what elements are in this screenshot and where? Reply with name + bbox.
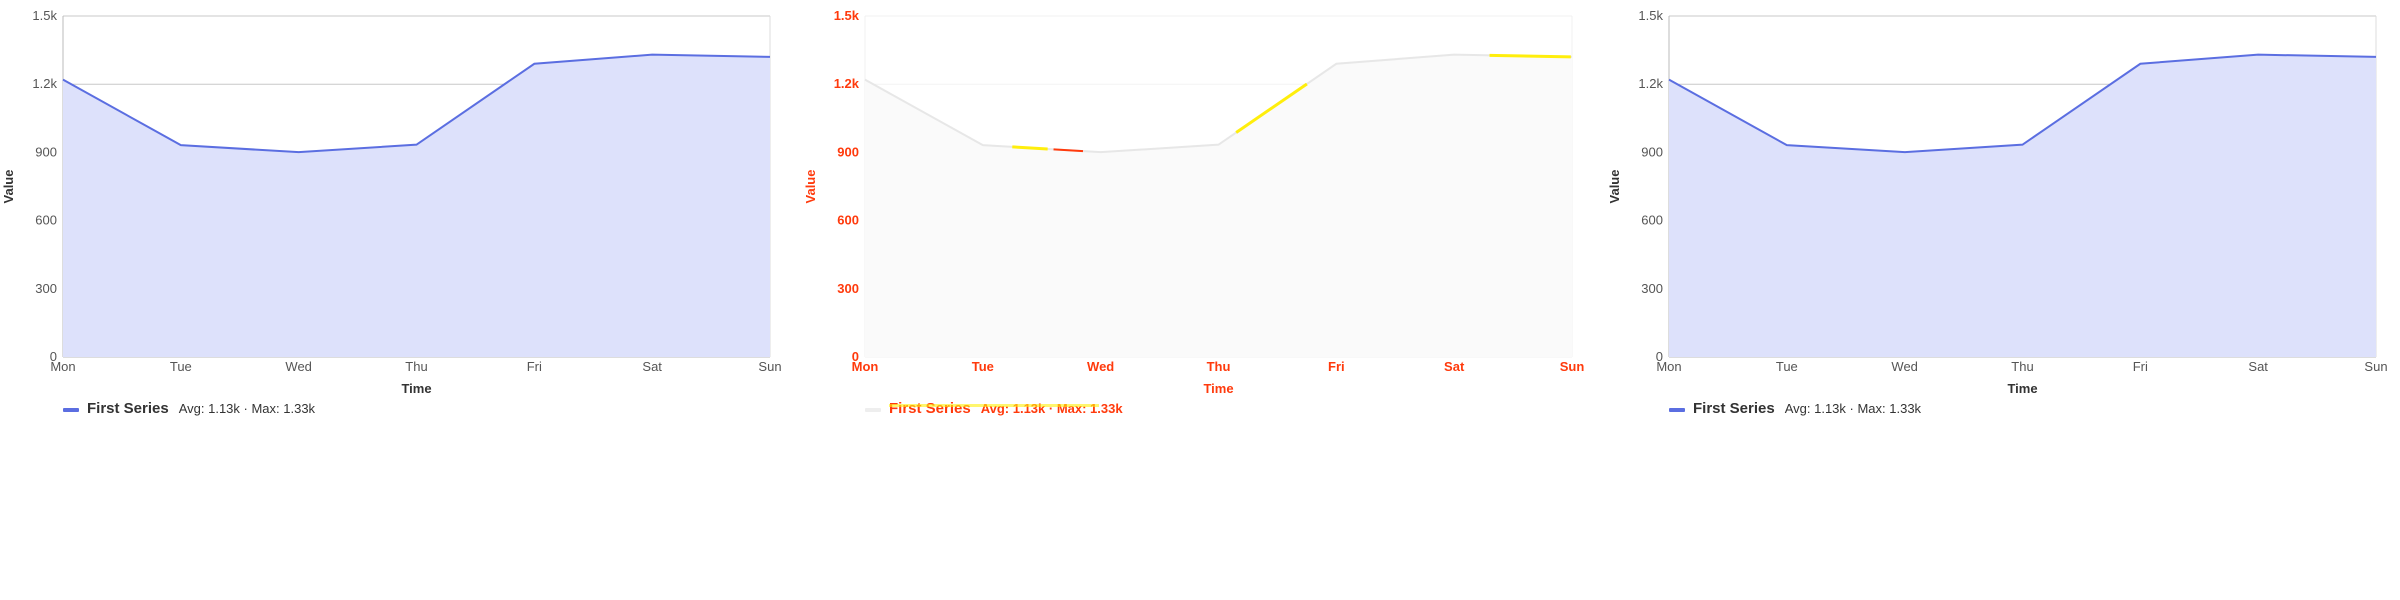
y-tick-label: 1.5k [1638,8,1663,23]
y-tick-label: 1.5k [32,8,57,23]
x-axis-title: Time [1203,381,1233,396]
series-line [1668,53,2377,154]
y-axis-title: Value [1,170,16,204]
series-line [62,53,771,154]
y-tick-label: 1.2k [834,76,860,91]
legend-swatch [865,408,881,412]
x-tick-label: Sun [2364,359,2387,374]
x-axis-title: Time [401,381,431,396]
x-tick-label: Tue [1776,359,1798,374]
legend-stats: Avg: 1.13k · Max: 1.33k [179,401,316,416]
y-tick-label: 1.2k [1638,76,1663,91]
y-tick-label: 600 [837,213,859,228]
y-tick-label: 900 [837,144,859,159]
x-tick-label: Fri [527,359,542,374]
series-area [63,54,770,357]
y-tick-label: 1.5k [834,8,860,23]
legend-series-name: First Series [1693,400,1775,417]
series-line [864,53,1573,154]
x-tick-label: Mon [852,359,879,374]
y-tick-label: 600 [35,213,57,228]
x-tick-label: Fri [2133,359,2148,374]
highlight-segment [1235,82,1308,134]
highlight-segment [1012,145,1048,151]
y-tick-label: 900 [1641,144,1663,159]
legend-swatch [1669,408,1685,412]
x-tick-label: Wed [1087,359,1114,374]
x-tick-label: Wed [285,359,312,374]
y-tick-label: 0 [50,349,57,364]
x-tick-label: Sun [758,359,781,374]
x-tick-label: Mon [1656,359,1681,374]
x-tick-label: Thu [1207,359,1231,374]
highlight-segment [1489,53,1571,59]
x-tick-label: Sat [2248,359,2268,374]
legend-swatch [63,408,79,412]
x-tick-label: Sun [1560,359,1585,374]
x-tick-label: Tue [170,359,192,374]
y-axis-title: Value [1607,170,1622,204]
x-tick-label: Thu [405,359,427,374]
y-tick-label: 1.2k [32,76,57,91]
x-tick-label: Fri [1328,359,1345,374]
highlight-segment [1053,148,1084,153]
x-tick-label: Mon [50,359,75,374]
y-tick-label: 900 [35,144,57,159]
legend-highlight [889,404,1099,407]
x-tick-label: Wed [1891,359,1918,374]
y-axis-title: Value [803,170,818,204]
x-tick-label: Sat [642,359,662,374]
y-tick-label: 300 [1641,281,1663,296]
y-tick-label: 300 [837,281,859,296]
legend-series-name: First Series [87,400,169,417]
series-area [1669,54,2376,357]
y-tick-label: 300 [35,281,57,296]
x-axis-title: Time [2007,381,2037,396]
x-tick-label: Thu [2011,359,2033,374]
x-tick-label: Sat [1444,359,1465,374]
x-tick-label: Tue [972,359,994,374]
legend-stats: Avg: 1.13k · Max: 1.33k [1785,401,1922,416]
y-tick-label: 600 [1641,213,1663,228]
y-tick-label: 0 [852,349,859,364]
series-area [865,54,1572,357]
y-tick-label: 0 [1656,349,1663,364]
